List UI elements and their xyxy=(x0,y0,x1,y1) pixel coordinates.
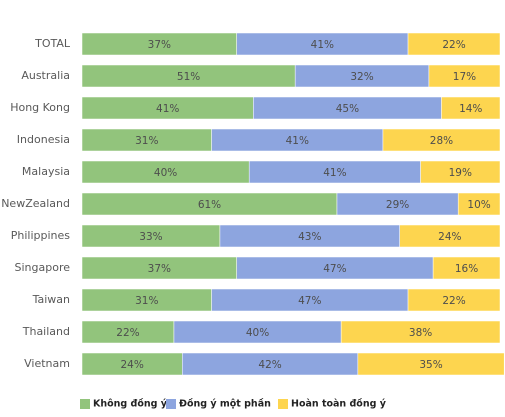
category-label: Taiwan xyxy=(32,293,70,306)
category-label: Indonesia xyxy=(17,133,70,146)
value-label: 45% xyxy=(336,103,359,115)
value-label: 41% xyxy=(286,135,309,147)
value-label: 40% xyxy=(154,167,177,179)
category-label: Philippines xyxy=(11,229,71,242)
value-label: 37% xyxy=(148,39,171,51)
category-label: Malaysia xyxy=(22,165,70,178)
legend-label: Hoàn toàn đồng ý xyxy=(291,399,387,410)
value-label: 47% xyxy=(323,263,346,275)
value-label: 40% xyxy=(246,327,269,339)
value-label: 32% xyxy=(350,71,373,83)
bar-segment xyxy=(428,64,501,88)
bar-segment xyxy=(357,352,505,376)
value-label: 41% xyxy=(156,103,179,115)
value-label: 31% xyxy=(135,295,158,307)
legend-swatch xyxy=(80,399,90,409)
value-label: 41% xyxy=(323,167,346,179)
value-label: 51% xyxy=(177,71,200,83)
legend-label: Đồng ý một phần xyxy=(179,399,271,410)
bar-segment xyxy=(457,192,501,216)
value-label: 29% xyxy=(386,199,409,211)
value-label: 24% xyxy=(438,231,461,243)
value-label: 37% xyxy=(148,263,171,275)
value-label: 22% xyxy=(116,327,139,339)
category-label: NewZealand xyxy=(1,197,70,210)
bar-segment xyxy=(399,224,501,248)
bar-segment xyxy=(382,128,501,152)
value-label: 28% xyxy=(430,135,453,147)
bar-segment xyxy=(441,96,501,120)
value-label: 31% xyxy=(135,135,158,147)
value-label: 42% xyxy=(258,359,281,371)
bar-segment xyxy=(432,256,501,280)
value-label: 17% xyxy=(453,71,476,83)
value-label: 41% xyxy=(311,39,334,51)
value-label: 43% xyxy=(298,231,321,243)
category-label: Thailand xyxy=(22,325,70,338)
value-label: 33% xyxy=(139,231,162,243)
category-label: TOTAL xyxy=(34,37,71,50)
value-label: 38% xyxy=(409,327,432,339)
value-label: 10% xyxy=(467,199,490,211)
bar-segment xyxy=(407,32,501,56)
category-label: Australia xyxy=(21,69,70,82)
value-label: 16% xyxy=(455,263,478,275)
legend-swatch xyxy=(278,399,288,409)
value-label: 61% xyxy=(198,199,221,211)
legend-label: Không đồng ý xyxy=(93,399,168,410)
category-label: Vietnam xyxy=(24,357,70,370)
value-label: 22% xyxy=(442,295,465,307)
value-label: 22% xyxy=(442,39,465,51)
value-label: 47% xyxy=(298,295,321,307)
value-label: 35% xyxy=(419,359,442,371)
bar-segment xyxy=(420,160,501,184)
category-label: Hong Kong xyxy=(10,101,70,114)
value-label: 19% xyxy=(449,167,472,179)
category-label: Singapore xyxy=(15,261,71,274)
bar-segment xyxy=(407,288,501,312)
value-label: 14% xyxy=(459,103,482,115)
value-label: 24% xyxy=(120,359,143,371)
bar-segment xyxy=(340,320,501,344)
legend-swatch xyxy=(166,399,176,409)
